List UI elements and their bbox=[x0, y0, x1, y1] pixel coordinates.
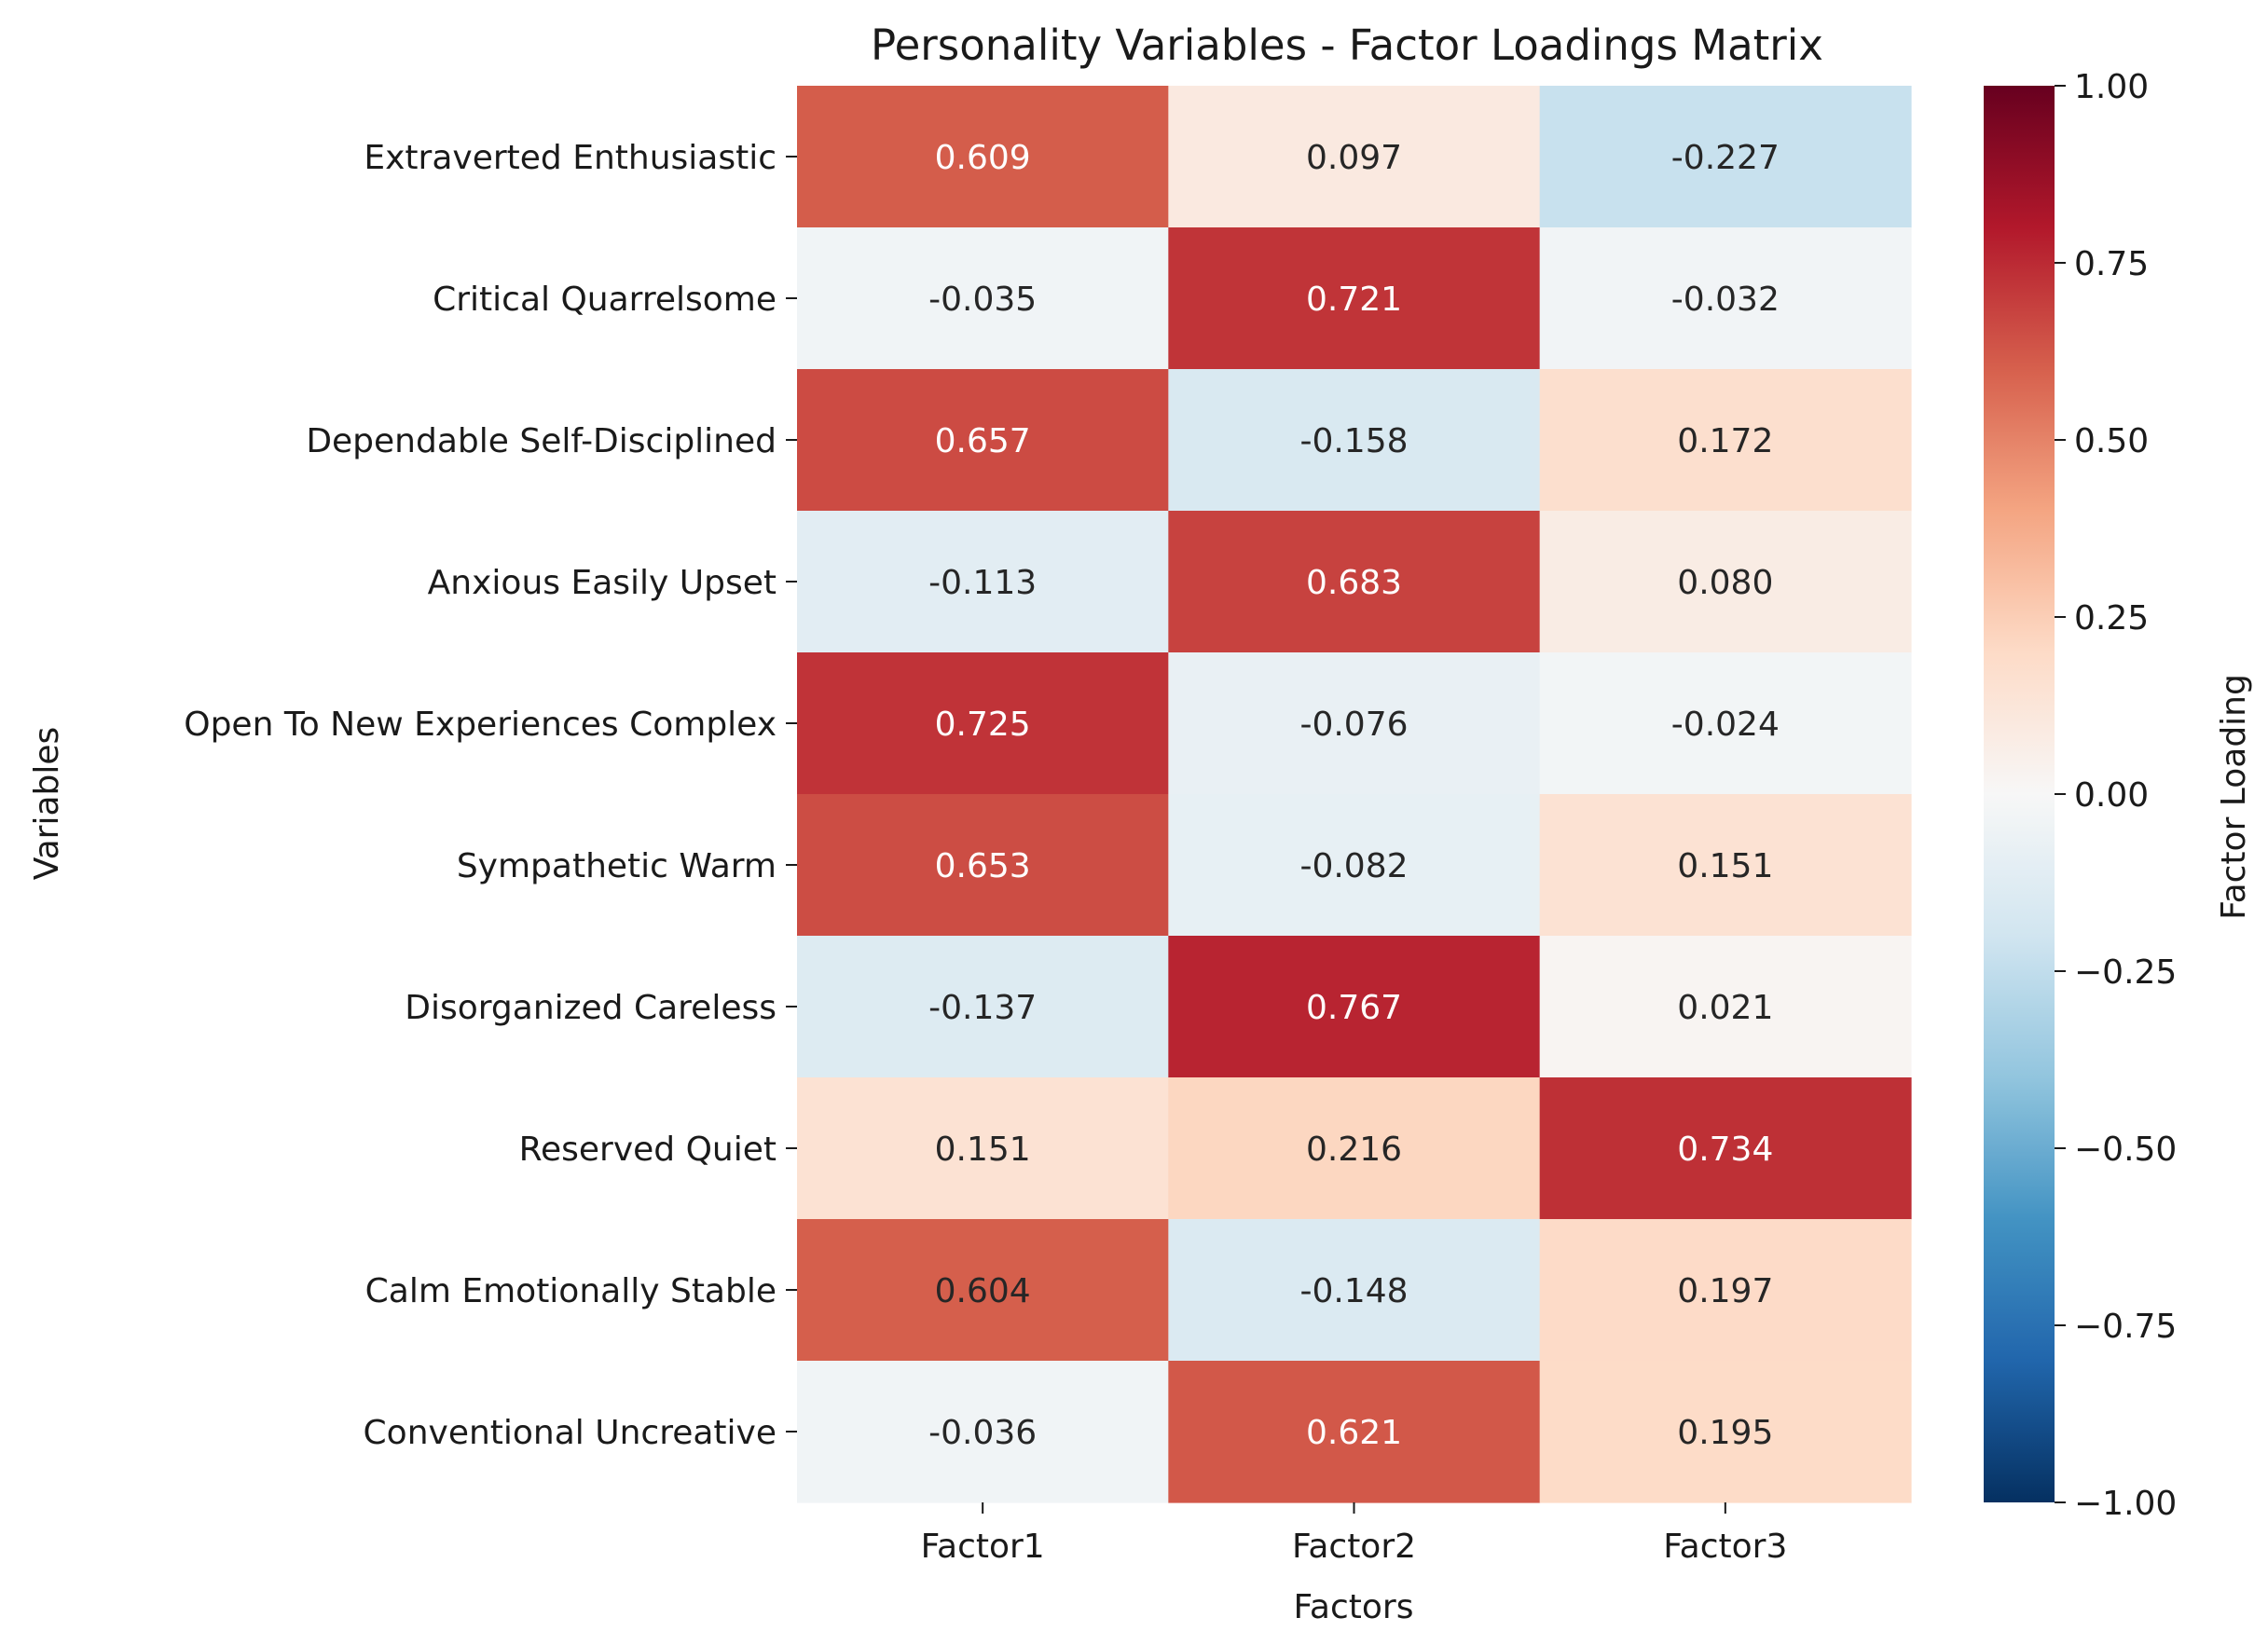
cell-value-label: 0.653 bbox=[935, 847, 1031, 885]
cell-value-label: 0.151 bbox=[1677, 847, 1773, 885]
colorbar-tick-label: 0.25 bbox=[2074, 599, 2149, 637]
heatmap-cell bbox=[1539, 652, 1912, 795]
heatmap-cell bbox=[797, 369, 1169, 512]
x-tick-label: Factor3 bbox=[1663, 1528, 1787, 1566]
heatmap-cell bbox=[1539, 1219, 1912, 1362]
cell-value-label: 0.657 bbox=[935, 422, 1031, 460]
heatmap-cell bbox=[797, 652, 1169, 795]
x-tick-label: Factor1 bbox=[921, 1528, 1045, 1566]
cell-value-label: -0.148 bbox=[1299, 1272, 1408, 1310]
cell-value-label: 0.021 bbox=[1677, 989, 1773, 1027]
cell-value-label: 0.197 bbox=[1677, 1272, 1773, 1310]
colorbar-tick-label: 0.50 bbox=[2074, 422, 2149, 460]
colorbar: 1.00 0.75 0.50 0.25 0.00 −0.25 −0.50 −0.75 −1.00 bbox=[1984, 68, 2177, 1523]
cell-value-label: -0.036 bbox=[928, 1414, 1037, 1452]
heatmap-cell bbox=[797, 794, 1169, 937]
heatmap-cell bbox=[1539, 936, 1912, 1078]
heatmap-cell bbox=[1168, 1077, 1541, 1220]
cell-value-label: -0.158 bbox=[1299, 422, 1408, 460]
colorbar-tick-label: 1.00 bbox=[2074, 68, 2149, 106]
heatmap-cell bbox=[1168, 511, 1541, 653]
heatmap-cell bbox=[1539, 369, 1912, 512]
y-tick-label: Disorganized Careless bbox=[405, 989, 777, 1027]
heatmap-cell bbox=[1168, 86, 1541, 228]
y-tick-label: Critical Quarrelsome bbox=[433, 281, 777, 319]
heatmap-cell bbox=[1168, 936, 1541, 1078]
chart-title: Personality Variables - Factor Loadings … bbox=[871, 21, 1823, 70]
cell-value-label: 0.721 bbox=[1306, 281, 1402, 319]
cell-value-label: 0.767 bbox=[1306, 989, 1402, 1027]
colorbar-tick-label: 0.00 bbox=[2074, 776, 2149, 815]
heatmap-cell bbox=[1539, 794, 1912, 937]
cell-value-label: -0.137 bbox=[928, 989, 1037, 1027]
heatmap-cell bbox=[1539, 1077, 1912, 1220]
cell-value-label: 0.683 bbox=[1306, 564, 1402, 602]
cell-value-label: -0.032 bbox=[1671, 281, 1780, 319]
heatmap-cell bbox=[797, 1361, 1169, 1503]
cell-value-label: 0.621 bbox=[1306, 1414, 1402, 1452]
cell-value-label: -0.082 bbox=[1299, 847, 1408, 885]
y-axis-title: Variables bbox=[28, 727, 66, 881]
cell-value-label: 0.097 bbox=[1306, 139, 1402, 177]
heatmap-cell bbox=[797, 511, 1169, 653]
colorbar-tick-label: −0.75 bbox=[2074, 1308, 2177, 1346]
heatmap-cell bbox=[797, 1077, 1169, 1220]
y-tick-label: Conventional Uncreative bbox=[364, 1414, 777, 1452]
x-axis: Factor1 Factor2 Factor3 bbox=[921, 1502, 1787, 1566]
colorbar-tick-label: −0.50 bbox=[2074, 1131, 2177, 1169]
cell-value-label: 0.195 bbox=[1677, 1414, 1773, 1452]
cell-value-label: 0.172 bbox=[1677, 422, 1773, 460]
colorbar-tick-label: 0.75 bbox=[2074, 245, 2149, 283]
cell-value-label: -0.035 bbox=[928, 281, 1037, 319]
colorbar-tick-label: −0.25 bbox=[2074, 953, 2177, 992]
cell-value-label: 0.609 bbox=[935, 139, 1031, 177]
cell-value-label: -0.113 bbox=[928, 564, 1037, 602]
y-tick-label: Sympathetic Warm bbox=[457, 847, 777, 885]
heatmap-cell bbox=[1168, 369, 1541, 512]
cell-value-label: 0.604 bbox=[935, 1272, 1031, 1310]
heatmap-cell bbox=[1539, 511, 1912, 653]
colorbar-title: Factor Loading bbox=[2215, 674, 2253, 920]
y-tick-label: Open To New Experiences Complex bbox=[184, 706, 777, 744]
heatmap-cell bbox=[1168, 794, 1541, 937]
y-axis: Extraverted Enthusiastic Critical Quarrel… bbox=[184, 139, 797, 1452]
y-tick-label: Anxious Easily Upset bbox=[428, 564, 777, 602]
cell-value-label: 0.725 bbox=[935, 706, 1031, 744]
heatmap-cell bbox=[1168, 227, 1541, 370]
heatmap-cell bbox=[797, 1219, 1169, 1362]
cell-value-label: -0.076 bbox=[1299, 706, 1408, 744]
colorbar-gradient bbox=[1984, 86, 2055, 1502]
y-tick-label: Extraverted Enthusiastic bbox=[364, 139, 777, 177]
cell-value-label: 0.216 bbox=[1306, 1131, 1402, 1169]
y-tick-label: Reserved Quiet bbox=[519, 1131, 777, 1169]
heatmap-cell bbox=[1539, 227, 1912, 370]
cell-value-label: -0.024 bbox=[1671, 706, 1780, 744]
heatmap-cells bbox=[797, 86, 1912, 1503]
y-tick-label: Dependable Self-Disciplined bbox=[306, 422, 777, 460]
heatmap-cell bbox=[1539, 86, 1912, 228]
x-tick-label: Factor2 bbox=[1292, 1528, 1416, 1566]
heatmap-cell bbox=[1168, 652, 1541, 795]
heatmap-cell bbox=[797, 936, 1169, 1078]
heatmap-cell bbox=[797, 227, 1169, 370]
x-axis-title: Factors bbox=[1294, 1588, 1414, 1626]
heatmap-cell bbox=[1168, 1219, 1541, 1362]
cell-value-label: -0.227 bbox=[1671, 139, 1780, 177]
heatmap-cell-labels: 0.609 0.097 -0.227 -0.035 0.721 -0.032 0.657 -0… bbox=[928, 139, 1780, 1452]
heatmap-cell bbox=[797, 86, 1169, 228]
cell-value-label: 0.080 bbox=[1677, 564, 1773, 602]
heatmap-cell bbox=[1539, 1361, 1912, 1503]
cell-value-label: 0.151 bbox=[935, 1131, 1031, 1169]
heatmap-cell bbox=[1168, 1361, 1541, 1503]
y-tick-label: Calm Emotionally Stable bbox=[365, 1272, 777, 1310]
cell-value-label: 0.734 bbox=[1677, 1131, 1773, 1169]
colorbar-tick-label: −1.00 bbox=[2074, 1485, 2177, 1523]
